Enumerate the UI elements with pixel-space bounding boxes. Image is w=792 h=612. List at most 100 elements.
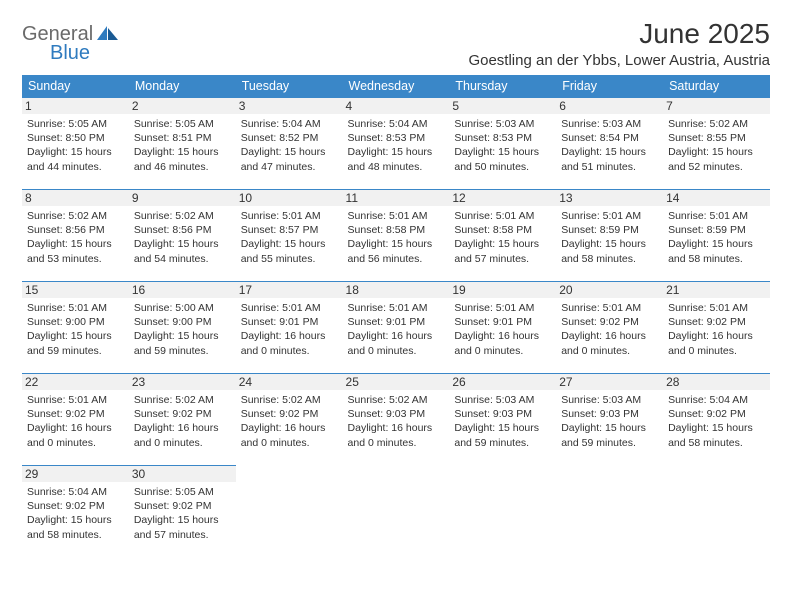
sunset-line: Sunset: 8:51 PM [134, 131, 231, 145]
sunset-line: Sunset: 9:01 PM [348, 315, 445, 329]
day-number: 24 [236, 374, 343, 390]
daylight-line: Daylight: 15 hours and 50 minutes. [454, 145, 551, 173]
calendar-cell: 9Sunrise: 5:02 AMSunset: 8:56 PMDaylight… [129, 190, 236, 282]
daylight-line: Daylight: 15 hours and 44 minutes. [27, 145, 124, 173]
sunset-line: Sunset: 9:00 PM [27, 315, 124, 329]
sunrise-line: Sunrise: 5:04 AM [348, 117, 445, 131]
calendar-cell: 27Sunrise: 5:03 AMSunset: 9:03 PMDayligh… [556, 374, 663, 466]
daylight-line: Daylight: 15 hours and 58 minutes. [668, 421, 765, 449]
sunrise-line: Sunrise: 5:01 AM [241, 301, 338, 315]
calendar-row: 15Sunrise: 5:01 AMSunset: 9:00 PMDayligh… [22, 282, 770, 374]
sunrise-line: Sunrise: 5:01 AM [454, 301, 551, 315]
day-number: 20 [556, 282, 663, 298]
calendar-cell: 26Sunrise: 5:03 AMSunset: 9:03 PMDayligh… [449, 374, 556, 466]
day-number: 13 [556, 190, 663, 206]
sunrise-line: Sunrise: 5:03 AM [454, 393, 551, 407]
daylight-line: Daylight: 15 hours and 57 minutes. [454, 237, 551, 265]
daylight-line: Daylight: 15 hours and 47 minutes. [241, 145, 338, 173]
sunrise-line: Sunrise: 5:02 AM [134, 393, 231, 407]
title-block: June 2025 Goestling an der Ybbs, Lower A… [468, 18, 770, 69]
calendar-cell: 3Sunrise: 5:04 AMSunset: 8:52 PMDaylight… [236, 98, 343, 190]
day-number: 2 [129, 98, 236, 114]
sunset-line: Sunset: 9:02 PM [668, 407, 765, 421]
calendar-cell: 1Sunrise: 5:05 AMSunset: 8:50 PMDaylight… [22, 98, 129, 190]
sunset-line: Sunset: 8:53 PM [348, 131, 445, 145]
sunrise-line: Sunrise: 5:01 AM [454, 209, 551, 223]
sunset-line: Sunset: 8:56 PM [27, 223, 124, 237]
sunrise-line: Sunrise: 5:04 AM [241, 117, 338, 131]
sunset-line: Sunset: 8:57 PM [241, 223, 338, 237]
sunrise-line: Sunrise: 5:03 AM [561, 393, 658, 407]
calendar-cell [343, 466, 450, 558]
sunrise-line: Sunrise: 5:00 AM [134, 301, 231, 315]
sunrise-line: Sunrise: 5:02 AM [134, 209, 231, 223]
month-title: June 2025 [468, 18, 770, 50]
day-number: 25 [343, 374, 450, 390]
day-number: 26 [449, 374, 556, 390]
day-number: 12 [449, 190, 556, 206]
sunrise-line: Sunrise: 5:03 AM [454, 117, 551, 131]
daylight-line: Daylight: 15 hours and 53 minutes. [27, 237, 124, 265]
daylight-line: Daylight: 16 hours and 0 minutes. [27, 421, 124, 449]
sunrise-line: Sunrise: 5:01 AM [668, 209, 765, 223]
sunrise-line: Sunrise: 5:02 AM [348, 393, 445, 407]
calendar-row: 8Sunrise: 5:02 AMSunset: 8:56 PMDaylight… [22, 190, 770, 282]
daylight-line: Daylight: 16 hours and 0 minutes. [561, 329, 658, 357]
sunrise-line: Sunrise: 5:01 AM [241, 209, 338, 223]
day-number: 10 [236, 190, 343, 206]
sunset-line: Sunset: 8:58 PM [348, 223, 445, 237]
daylight-line: Daylight: 16 hours and 0 minutes. [454, 329, 551, 357]
logo-blue: Blue [50, 43, 119, 63]
daylight-line: Daylight: 15 hours and 54 minutes. [134, 237, 231, 265]
daylight-line: Daylight: 15 hours and 57 minutes. [134, 513, 231, 541]
daylight-line: Daylight: 15 hours and 58 minutes. [27, 513, 124, 541]
daylight-line: Daylight: 15 hours and 56 minutes. [348, 237, 445, 265]
calendar-cell [556, 466, 663, 558]
logo-text-block: General Blue [22, 24, 119, 63]
day-number: 21 [663, 282, 770, 298]
sunset-line: Sunset: 8:52 PM [241, 131, 338, 145]
day-number: 5 [449, 98, 556, 114]
sunrise-line: Sunrise: 5:01 AM [27, 393, 124, 407]
daylight-line: Daylight: 15 hours and 59 minutes. [27, 329, 124, 357]
calendar-cell: 19Sunrise: 5:01 AMSunset: 9:01 PMDayligh… [449, 282, 556, 374]
calendar-cell: 13Sunrise: 5:01 AMSunset: 8:59 PMDayligh… [556, 190, 663, 282]
sunset-line: Sunset: 8:54 PM [561, 131, 658, 145]
calendar-cell: 24 Sunrise: 5:02 AMSunset: 9:02 PMDayligh… [236, 374, 343, 466]
day-number: 18 [343, 282, 450, 298]
calendar-cell: 22 Sunrise: 5:01 AMSunset: 9:02 PMDayligh… [22, 374, 129, 466]
sunrise-line: Sunrise: 5:01 AM [668, 301, 765, 315]
calendar-row: 22Sunrise: 5:01 AMSunset: 9:02 PMDayligh… [22, 374, 770, 466]
sunrise-line: Sunrise: 5:02 AM [241, 393, 338, 407]
day-number: 28 [663, 374, 770, 390]
sunset-line: Sunset: 9:02 PM [134, 407, 231, 421]
day-number: 22 [22, 374, 129, 390]
calendar-cell: 11Sunrise: 5:01 AMSunset: 8:58 PMDayligh… [343, 190, 450, 282]
day-number: 1 [22, 98, 129, 114]
sunset-line: Sunset: 9:02 PM [134, 499, 231, 513]
calendar-cell: 15Sunrise: 5:01 AMSunset: 9:00 PMDayligh… [22, 282, 129, 374]
sunset-line: Sunset: 8:50 PM [27, 131, 124, 145]
day-number: 11 [343, 190, 450, 206]
sunset-line: Sunset: 9:02 PM [27, 407, 124, 421]
daylight-line: Daylight: 15 hours and 46 minutes. [134, 145, 231, 173]
calendar-cell: 6Sunrise: 5:03 AMSunset: 8:54 PMDaylight… [556, 98, 663, 190]
weekday-header: Friday [556, 75, 663, 98]
day-number: 19 [449, 282, 556, 298]
sunset-line: Sunset: 9:02 PM [241, 407, 338, 421]
sunset-line: Sunset: 8:53 PM [454, 131, 551, 145]
calendar-cell: 4Sunrise: 5:04 AMSunset: 8:53 PMDaylight… [343, 98, 450, 190]
daylight-line: Daylight: 15 hours and 52 minutes. [668, 145, 765, 173]
sunset-line: Sunset: 9:01 PM [241, 315, 338, 329]
sunrise-line: Sunrise: 5:05 AM [134, 117, 231, 131]
sunrise-line: Sunrise: 5:04 AM [27, 485, 124, 499]
location: Goestling an der Ybbs, Lower Austria, Au… [468, 52, 770, 69]
calendar-cell: 12Sunrise: 5:01 AMSunset: 8:58 PMDayligh… [449, 190, 556, 282]
daylight-line: Daylight: 16 hours and 0 minutes. [241, 421, 338, 449]
logo-sail-icon [97, 26, 119, 40]
sunrise-line: Sunrise: 5:01 AM [561, 209, 658, 223]
weekday-header: Thursday [449, 75, 556, 98]
day-number: 27 [556, 374, 663, 390]
daylight-line: Daylight: 15 hours and 48 minutes. [348, 145, 445, 173]
daylight-line: Daylight: 15 hours and 59 minutes. [561, 421, 658, 449]
